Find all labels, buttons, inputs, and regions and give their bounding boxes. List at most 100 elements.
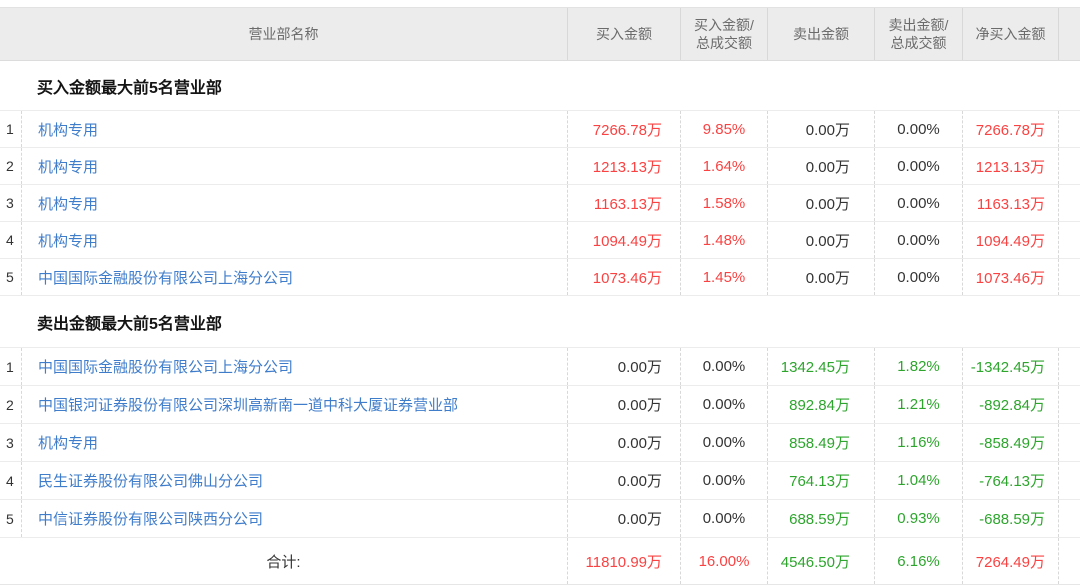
sell-ratio-cell: 0.93%	[874, 500, 962, 537]
branch-name-cell: 中国银河证券股份有限公司深圳高新南一道中科大厦证券营业部	[22, 386, 567, 423]
sell-ratio-cell: 0.00%	[874, 259, 962, 295]
table-row: 4 机构专用 1094.49万 1.48% 0.00万 0.00% 1094.4…	[0, 222, 1080, 259]
branch-name-link[interactable]: 机构专用	[38, 232, 99, 250]
buy-ratio-cell: 1.64%	[680, 148, 767, 184]
branch-name-link[interactable]: 中信证券股份有限公司陕西分公司	[38, 511, 264, 528]
branch-name-link[interactable]: 机构专用	[38, 158, 99, 176]
table-row: 2 机构专用 1213.13万 1.64% 0.00万 0.00% 1213.1…	[0, 148, 1080, 185]
branch-name-link[interactable]: 机构专用	[38, 435, 99, 452]
branch-name-cell: 机构专用	[22, 111, 567, 147]
section-title-top-buyers: 买入金额最大前5名营业部	[0, 61, 1080, 111]
total-label: 合计:	[266, 553, 301, 571]
col-header-buy-amount-label: 买入金额	[596, 26, 652, 42]
sell-amount-cell: 0.00万	[767, 222, 874, 258]
row-spacer	[1058, 148, 1080, 184]
net-buy-amount-cell: 1213.13万	[962, 148, 1058, 184]
col-header-sell-amount: 卖出金额	[767, 8, 874, 60]
col-header-sell-ratio-line2: 总成交额	[890, 35, 947, 51]
col-header-buy-amount: 买入金额	[567, 8, 680, 60]
row-spacer	[1058, 185, 1080, 221]
branch-name-cell: 中国国际金融股份有限公司上海分公司	[22, 348, 567, 385]
sell-amount-cell: 1342.45万	[767, 348, 874, 385]
section-title-top-sellers: 卖出金额最大前5名营业部	[0, 296, 1080, 348]
col-header-net-buy-amount: 净买入金额	[962, 8, 1058, 60]
header-spacer	[1058, 8, 1080, 60]
row-spacer	[1058, 500, 1080, 537]
sell-amount-cell: 0.00万	[767, 259, 874, 295]
row-spacer	[1058, 462, 1080, 499]
branch-name-cell: 机构专用	[22, 424, 567, 461]
sell-ratio-cell: 1.16%	[874, 424, 962, 461]
row-spacer	[1058, 111, 1080, 147]
net-buy-amount-cell: -1342.45万	[962, 348, 1058, 385]
buy-ratio-cell: 0.00%	[680, 386, 767, 423]
net-buy-amount-cell: -892.84万	[962, 386, 1058, 423]
branch-name-cell: 中信证券股份有限公司陕西分公司	[22, 500, 567, 537]
branch-name-link[interactable]: 中国国际金融股份有限公司上海分公司	[38, 269, 294, 287]
col-header-branch-name: 营业部名称	[248, 26, 319, 42]
branch-name-link[interactable]: 中国国际金融股份有限公司上海分公司	[38, 359, 294, 376]
sell-amount-cell: 892.84万	[767, 386, 874, 423]
rank-label: 2	[0, 386, 22, 423]
table-row: 3 机构专用 0.00万 0.00% 858.49万 1.16% -858.49…	[0, 424, 1080, 462]
sell-amount-cell: 858.49万	[767, 424, 874, 461]
col-header-buy-ratio: 买入金额/ 总成交额	[680, 8, 767, 60]
buy-ratio-cell: 0.00%	[680, 348, 767, 385]
row-spacer	[1058, 348, 1080, 385]
buy-amount-cell: 1094.49万	[567, 222, 680, 258]
buy-amount-cell: 1163.13万	[567, 185, 680, 221]
rank-label: 2	[0, 148, 22, 184]
rank-label: 1	[0, 348, 22, 385]
branch-name-cell: 民生证券股份有限公司佛山分公司	[22, 462, 567, 499]
net-buy-amount-cell: 7266.78万	[962, 111, 1058, 147]
branch-name-link[interactable]: 机构专用	[38, 195, 99, 213]
sell-amount-cell: 0.00万	[767, 148, 874, 184]
buy-ratio-cell: 0.00%	[680, 500, 767, 537]
col-header-buy-ratio-line2: 总成交额	[696, 35, 752, 51]
branch-name-cell: 中国国际金融股份有限公司上海分公司	[22, 259, 567, 295]
rank-label: 5	[0, 500, 22, 537]
total-buy-amount-cell: 11810.99万	[567, 538, 680, 584]
buy-ratio-cell: 9.85%	[680, 111, 767, 147]
buy-amount-cell: 0.00万	[567, 500, 680, 537]
net-buy-amount-cell: -688.59万	[962, 500, 1058, 537]
row-spacer	[1058, 386, 1080, 423]
buy-ratio-cell: 1.48%	[680, 222, 767, 258]
row-spacer	[1058, 424, 1080, 461]
branch-name-cell: 机构专用	[22, 185, 567, 221]
row-spacer	[1058, 259, 1080, 295]
sell-ratio-cell: 0.00%	[874, 222, 962, 258]
total-net-buy-amount-cell: 7264.49万	[962, 538, 1058, 584]
sell-ratio-cell: 1.82%	[874, 348, 962, 385]
branch-name-cell: 机构专用	[22, 222, 567, 258]
sell-ratio-cell: 1.04%	[874, 462, 962, 499]
rank-label: 4	[0, 462, 22, 499]
buy-ratio-cell: 0.00%	[680, 424, 767, 461]
net-buy-amount-cell: 1094.49万	[962, 222, 1058, 258]
buy-amount-cell: 1073.46万	[567, 259, 680, 295]
col-header-net-buy-amount-label: 净买入金额	[975, 26, 1046, 42]
buy-amount-cell: 0.00万	[567, 348, 680, 385]
row-spacer	[1058, 222, 1080, 258]
table-row: 1 中国国际金融股份有限公司上海分公司 0.00万 0.00% 1342.45万…	[0, 348, 1080, 386]
buy-amount-cell: 1213.13万	[567, 148, 680, 184]
rank-label: 3	[0, 424, 22, 461]
sell-amount-cell: 688.59万	[767, 500, 874, 537]
buy-amount-cell: 0.00万	[567, 462, 680, 499]
buy-ratio-cell: 1.45%	[680, 259, 767, 295]
rank-label: 4	[0, 222, 22, 258]
branch-name-link[interactable]: 机构专用	[38, 121, 99, 139]
branch-name-cell: 机构专用	[22, 148, 567, 184]
net-buy-amount-cell: -858.49万	[962, 424, 1058, 461]
sell-amount-cell: 0.00万	[767, 185, 874, 221]
col-header-buy-ratio-line1: 买入金额/	[694, 17, 754, 33]
net-buy-amount-cell: -764.13万	[962, 462, 1058, 499]
total-sell-amount-cell: 4546.50万	[767, 538, 874, 584]
col-header-sell-amount-label: 卖出金额	[793, 26, 849, 42]
branch-name-link[interactable]: 中国银河证券股份有限公司深圳高新南一道中科大厦证券营业部	[38, 397, 459, 414]
branch-name-link[interactable]: 民生证券股份有限公司佛山分公司	[38, 473, 264, 490]
sell-amount-cell: 764.13万	[767, 462, 874, 499]
sell-ratio-cell: 0.00%	[874, 185, 962, 221]
buy-amount-cell: 0.00万	[567, 424, 680, 461]
net-buy-amount-cell: 1073.46万	[962, 259, 1058, 295]
